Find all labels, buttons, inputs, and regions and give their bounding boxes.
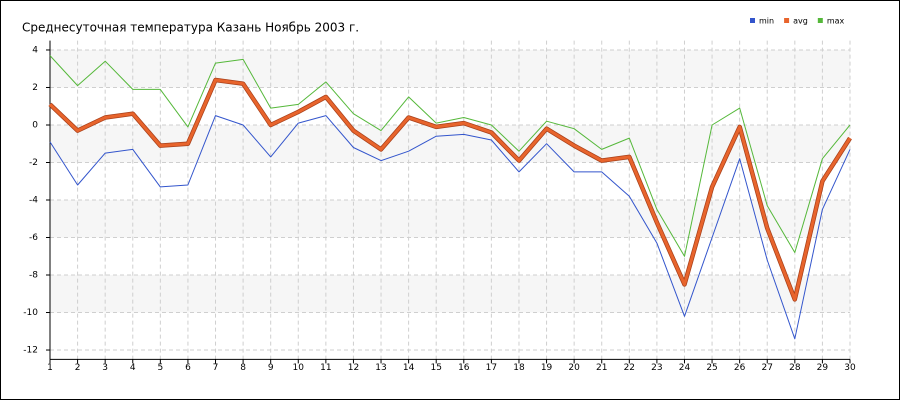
legend-label: min — [759, 17, 774, 26]
legend-swatch — [784, 18, 790, 23]
legend-swatch — [817, 18, 823, 23]
series-line — [48, 78, 852, 301]
x-tick-label: 27 — [762, 363, 773, 373]
x-tick-label: 8 — [240, 363, 246, 373]
x-tick-label: 15 — [430, 363, 441, 373]
chart-title: Среднесуточная температура Казань Ноябрь… — [22, 21, 359, 35]
x-tick-label: 28 — [789, 363, 801, 373]
y-tick-label: -12 — [23, 346, 38, 356]
y-tick-label: -8 — [29, 271, 38, 281]
x-tick-label: 1 — [47, 363, 53, 373]
x-tick-label: 5 — [157, 363, 163, 373]
x-tick-label: 11 — [320, 363, 331, 373]
series-line — [49, 55, 851, 257]
x-tick-label: 14 — [403, 363, 415, 373]
x-tick-label: 12 — [348, 363, 359, 373]
x-tick-label: 20 — [568, 363, 580, 373]
y-tick-label: 4 — [32, 45, 38, 55]
x-tick-label: 30 — [844, 363, 856, 373]
x-tick-label: 16 — [458, 363, 470, 373]
legend-swatch — [750, 18, 755, 23]
x-tick-label: 26 — [734, 363, 746, 373]
x-tick-label: 22 — [624, 363, 635, 373]
x-tick-label: 3 — [102, 363, 108, 373]
y-tick-label: 2 — [32, 83, 38, 93]
y-tick-label: -10 — [23, 308, 38, 318]
x-tick-label: 13 — [375, 363, 386, 373]
x-tick-label: 6 — [185, 363, 191, 373]
x-tick-label: 19 — [541, 363, 553, 373]
y-tick-label: -6 — [29, 233, 38, 243]
legend-label: max — [827, 17, 845, 26]
x-tick-label: 9 — [268, 363, 274, 373]
y-tick-label: 0 — [32, 120, 38, 130]
plot-band — [50, 49, 850, 88]
x-tick-label: 17 — [486, 363, 497, 373]
x-tick-label: 23 — [651, 363, 662, 373]
x-tick-label: 10 — [293, 363, 305, 373]
x-tick-label: 7 — [213, 363, 219, 373]
legend-label: avg — [793, 17, 808, 26]
x-tick-label: 18 — [513, 363, 525, 373]
plot-band — [50, 200, 850, 238]
y-tick-label: -4 — [29, 196, 38, 206]
x-tick-label: 21 — [596, 363, 607, 373]
y-tick-label: -2 — [29, 158, 38, 168]
x-tick-label: 4 — [130, 363, 136, 373]
x-tick-label: 2 — [75, 363, 81, 373]
x-tick-label: 25 — [706, 363, 717, 373]
x-tick-label: 29 — [817, 363, 829, 373]
plot-band — [50, 275, 850, 313]
series-line — [49, 115, 851, 340]
x-tick-label: 24 — [679, 363, 691, 373]
